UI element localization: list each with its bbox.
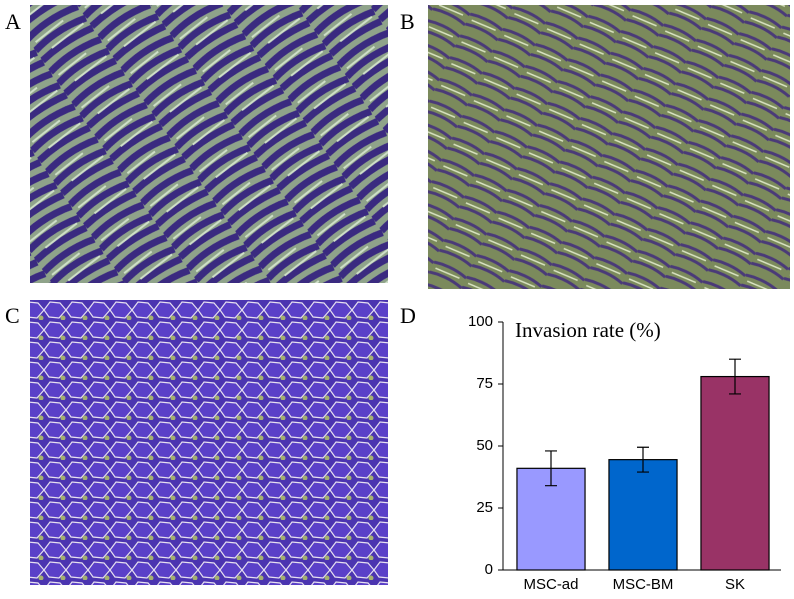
y-tick-label: 75 <box>476 375 493 392</box>
x-tick-label: MSC-BM <box>613 576 674 593</box>
error-bar <box>729 358 741 395</box>
micrograph <box>30 5 388 283</box>
bar <box>700 375 770 571</box>
y-tick-label: 100 <box>468 313 493 330</box>
x-tick-label: SK <box>725 576 745 593</box>
panel-label: D <box>400 303 416 328</box>
error-bar <box>545 450 557 487</box>
panel-label: A <box>5 9 21 34</box>
y-tick-label: 0 <box>485 561 493 578</box>
chart-title: Invasion rate (%) <box>515 318 661 342</box>
panel-label: B <box>400 9 415 34</box>
bar <box>608 459 678 571</box>
micrograph <box>30 300 388 585</box>
error-bar <box>637 446 649 473</box>
y-tick-label: 25 <box>476 499 493 516</box>
y-tick-label: 50 <box>476 437 493 454</box>
x-tick-label: MSC-ad <box>523 576 578 593</box>
micrograph <box>428 5 790 289</box>
panel-label: C <box>5 303 20 328</box>
